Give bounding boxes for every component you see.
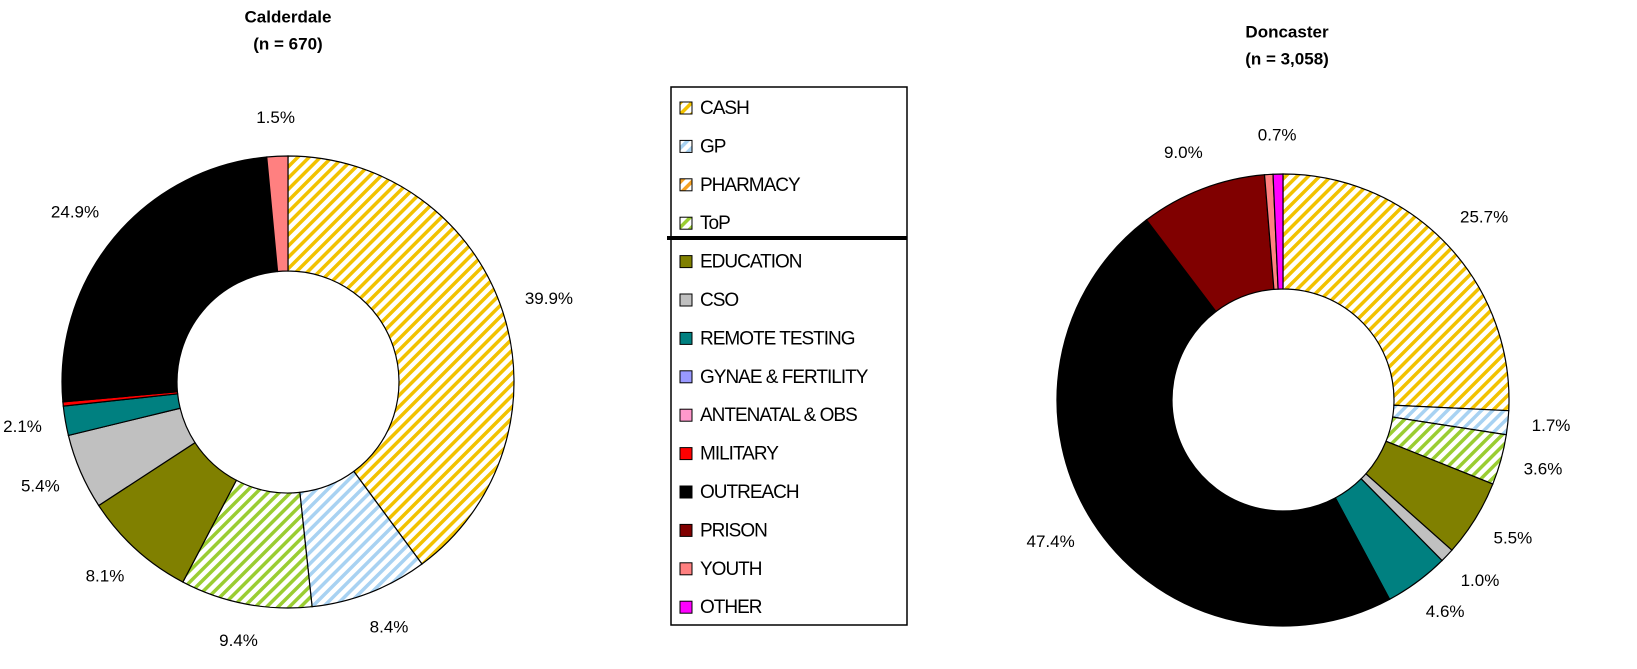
chart-title: Calderdale [245,7,332,26]
legend-swatch [679,370,693,384]
legend-swatch [679,216,693,230]
legend-label: YOUTH [700,559,762,580]
legend-label: CASH [700,98,749,119]
legend-swatch [679,178,693,192]
legend-swatch [679,139,693,153]
legend-label: EDUCATION [700,252,802,273]
donut-slice [61,156,279,403]
legend-swatch [679,562,693,576]
data-label: 9.4% [219,631,258,650]
data-label: 0.7% [1258,126,1297,145]
legend-label: REMOTE TESTING [700,328,855,349]
legend-label: ToP [700,213,730,234]
legend-swatch [679,293,693,307]
legend-label: PRISON [700,520,767,541]
donut-slice [1282,173,1510,412]
data-label: 8.1% [86,567,125,586]
data-label: 47.4% [1027,532,1075,551]
chart-subtitle: (n = 670) [253,34,322,53]
legend-label: PHARMACY [700,175,801,196]
legend-swatch [679,447,693,461]
chart-title: Doncaster [1245,22,1329,41]
data-label: 4.6% [1426,602,1465,621]
data-label: 5.5% [1494,528,1533,547]
legend-label: OUTREACH [700,482,799,503]
legend-label: CSO [700,290,738,311]
data-label: 1.0% [1461,571,1500,590]
legend-swatch [679,408,693,422]
legend-swatch [679,523,693,537]
donut-slice [287,155,515,565]
legend-swatch [679,255,693,269]
data-label: 1.5% [256,108,295,127]
chart-subtitle: (n = 3,058) [1245,49,1329,68]
donut-slice [266,155,289,273]
legend-swatch [679,331,693,345]
data-label: 9.0% [1164,143,1203,162]
legend-box [670,86,908,626]
legend-swatch [679,101,693,115]
donut-slice [1056,219,1391,627]
data-label: 1.7% [1532,416,1571,435]
legend-label: GYNAE & FERTILITY [700,367,869,388]
legend-label: OTHER [700,597,762,618]
data-label: 8.4% [370,618,409,637]
donut-slice [1272,173,1284,290]
legend-label: GP [700,136,726,157]
data-label: 39.9% [525,289,573,308]
legend-swatch [679,600,693,614]
data-label: 25.7% [1460,207,1508,226]
data-label: 3.6% [1524,459,1563,478]
legend-label: MILITARY [700,444,779,465]
legend-swatch [679,485,693,499]
legend-label: ANTENATAL & OBS [700,405,857,426]
data-label: 2.1% [3,417,42,436]
data-label: 5.4% [21,476,60,495]
data-label: 24.9% [51,203,99,222]
